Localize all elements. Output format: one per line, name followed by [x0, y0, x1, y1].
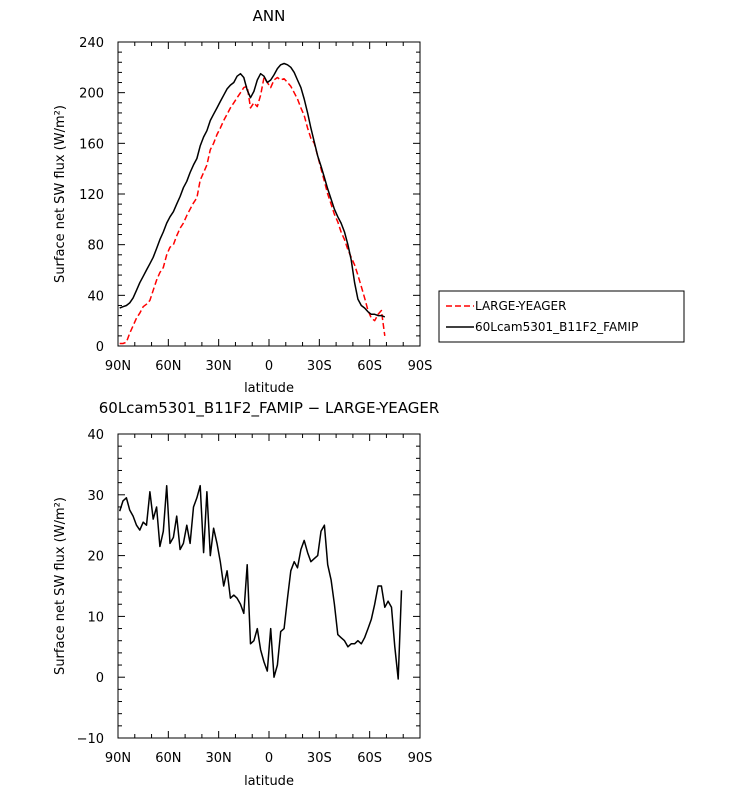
top-y-tick-label: 120 [79, 188, 104, 203]
top-y-tick-label: 0 [96, 340, 104, 355]
bottom-y-axis-label: Surface net SW flux (W/m²) [53, 497, 68, 675]
top-x-tick-label: 30S [307, 359, 332, 374]
top-x-axis-label: latitude [244, 381, 294, 396]
panel-top: ANN 90N 60N 30N 0 30S 60S 90S 0 40 80 120 160 200 240… [53, 7, 685, 396]
top-chart-title: ANN [253, 7, 286, 25]
bottom-x-tick-label: 30N [206, 751, 232, 766]
top-y-tick-label: 200 [79, 87, 104, 102]
top-x-tick-label: 0 [265, 359, 273, 374]
bottom-y-tick-label: 30 [87, 489, 104, 504]
top-series-line-1 [119, 62, 386, 318]
bottom-x-axis-label: latitude [244, 774, 294, 789]
bottom-x-tick-label: 0 [265, 751, 273, 766]
bottom-chart-title: 60Lcam5301_B11F2_FAMIP − LARGE-YEAGER [99, 399, 440, 418]
bottom-x-tick-label: 60N [155, 751, 181, 766]
top-x-tick-label: 60S [357, 359, 382, 374]
top-series-line-0 [119, 76, 386, 345]
bottom-series-line-0 [118, 484, 403, 680]
bottom-y-tick-label: −10 [77, 732, 104, 747]
bottom-x-tick-label: 90S [408, 751, 433, 766]
top-y-tick-label: 80 [87, 239, 104, 254]
legend-label-large-yeager: LARGE-YEAGER [475, 299, 566, 313]
legend-label-famip: 60Lcam5301_B11F2_FAMIP [475, 320, 638, 334]
top-y-axis-label: Surface net SW flux (W/m²) [53, 105, 68, 283]
bottom-y-tick-label: 10 [87, 610, 104, 625]
top-x-tick-label: 90S [408, 359, 433, 374]
bottom-x-tick-label: 90N [105, 751, 131, 766]
top-y-tick-label: 160 [79, 137, 104, 152]
top-plot-frame [117, 41, 421, 347]
top-y-tick-label: 40 [87, 289, 104, 304]
bottom-x-tick-label: 60S [357, 751, 382, 766]
bottom-plot-frame [117, 433, 421, 739]
top-y-tick-label: 240 [79, 36, 104, 51]
panel-bottom: 60Lcam5301_B11F2_FAMIP − LARGE-YEAGER 90… [53, 399, 439, 789]
bottom-y-tick-label: 0 [96, 671, 104, 686]
legend-box [438, 290, 685, 343]
bottom-x-tick-label: 30S [307, 751, 332, 766]
top-x-tick-label: 60N [155, 359, 181, 374]
top-x-tick-label: 90N [105, 359, 131, 374]
bottom-y-tick-label: 40 [87, 428, 104, 443]
legend: LARGE-YEAGER 60Lcam5301_B11F2_FAMIP [438, 290, 685, 343]
bottom-y-tick-label: 20 [87, 550, 104, 565]
top-x-tick-label: 30N [206, 359, 232, 374]
